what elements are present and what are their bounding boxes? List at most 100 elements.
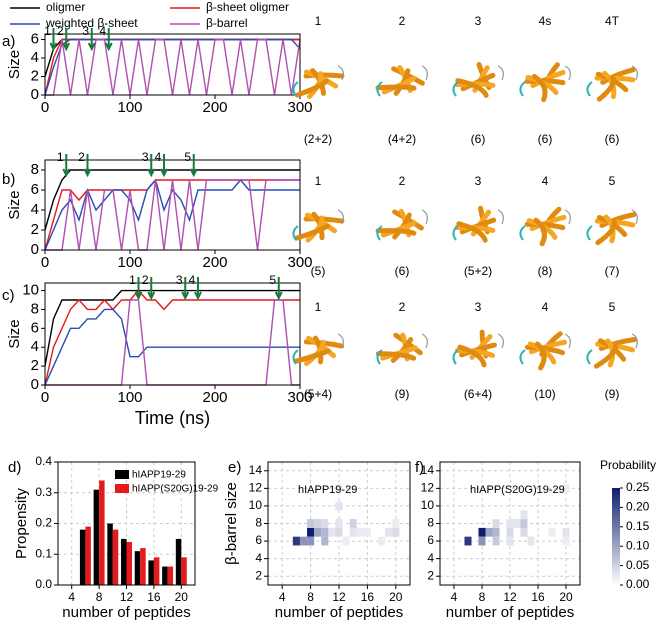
snapshot-composition: (10)	[534, 387, 555, 401]
structure-snapshot	[292, 65, 345, 99]
beta-strand	[375, 351, 417, 361]
x-tick-label: 300	[287, 99, 312, 116]
heat-cell	[527, 536, 535, 546]
loop	[337, 65, 344, 81]
x-tick-label: 100	[117, 254, 142, 271]
panel-label: f)	[415, 459, 424, 476]
bar	[140, 548, 146, 585]
loop	[376, 81, 383, 97]
beta-strand	[380, 220, 418, 238]
panel-label: d)	[8, 459, 21, 476]
legend-label: oligmer	[46, 0, 85, 14]
bar	[153, 557, 160, 585]
loop	[421, 333, 428, 349]
snapshot-label: 5	[609, 174, 616, 188]
x-tick-label: 200	[202, 254, 227, 271]
y-tick-label: 2	[427, 568, 434, 582]
panel-label: c)	[2, 287, 15, 304]
bar	[85, 526, 91, 585]
snapshot-composition: (6)	[538, 132, 553, 146]
heat-cell	[314, 527, 322, 537]
y-tick-label: 4	[255, 551, 262, 565]
event-label: 2	[57, 24, 64, 38]
structure-snapshot	[586, 333, 638, 369]
loop	[519, 225, 526, 241]
heat-cell	[292, 536, 300, 546]
snapshot-composition: (6+4)	[464, 387, 492, 401]
heat-cell	[349, 527, 357, 537]
colorbar-title: Probability	[600, 458, 656, 472]
structure-snapshot	[586, 65, 638, 102]
legend-swatch	[115, 484, 129, 493]
y-tick-label: 8	[31, 161, 39, 178]
event-label: 1	[57, 150, 64, 164]
heat-cell	[492, 536, 500, 546]
event-label: 5	[269, 273, 276, 287]
x-tick-label: 12	[503, 590, 517, 604]
legend-label: β-sheet oligmer	[206, 0, 289, 14]
heat-cell	[335, 519, 343, 528]
x-tick-label: 16	[147, 590, 161, 604]
legend-swatch	[115, 470, 129, 479]
heat-cell	[314, 519, 322, 528]
heat-cell	[335, 527, 343, 537]
loop	[586, 81, 593, 97]
event-label: 2	[142, 273, 149, 287]
bar	[79, 529, 86, 585]
snapshot-composition: (2+2)	[304, 132, 332, 146]
snapshot-label: 1	[315, 14, 322, 28]
heat-cell	[562, 536, 570, 546]
heat-cell	[392, 519, 400, 528]
structure-snapshot	[292, 209, 345, 243]
heat-cell	[321, 527, 329, 537]
event-arrow	[194, 277, 202, 301]
snapshot-label: 5	[609, 300, 616, 314]
structure-snapshot	[519, 331, 571, 371]
beta-strand	[294, 223, 330, 241]
snapshot-label: 3	[475, 174, 482, 188]
y-tick-label: 2	[255, 568, 262, 582]
x-tick-label: 4	[68, 590, 75, 604]
loop	[292, 81, 299, 97]
snapshot-label: 4s	[539, 14, 552, 28]
y-tick-label: 0.1	[35, 546, 52, 560]
event-label: 4	[155, 150, 162, 164]
x-tick-label: 100	[117, 99, 142, 116]
beta-strand	[531, 73, 548, 103]
x-tick-label: 300	[287, 254, 312, 271]
axes-frame	[44, 282, 301, 386]
y-axis-title: Size	[6, 50, 23, 79]
loop	[586, 349, 593, 365]
beta-strand	[524, 344, 566, 356]
x-tick-label: 20	[559, 590, 573, 604]
x-axis-title: number of peptides	[446, 604, 574, 621]
event-label: 1	[129, 273, 136, 287]
loop	[631, 209, 638, 225]
event-arrow	[83, 154, 92, 178]
beta-strand	[595, 218, 617, 246]
y-tick-label: 10	[22, 282, 39, 299]
snapshot-composition: (7)	[605, 264, 620, 278]
beta-strand	[528, 339, 568, 355]
beta-strand	[534, 341, 547, 371]
heat-cell	[520, 527, 528, 537]
loop	[631, 65, 638, 81]
bar	[181, 557, 187, 585]
heat-cell	[307, 536, 315, 546]
heat-cell	[506, 527, 514, 537]
legend-label: weighted β-sheet	[45, 16, 138, 30]
loop	[376, 349, 383, 365]
bar	[107, 523, 113, 585]
heat-cell	[562, 483, 570, 493]
y-tick-label: 6	[31, 181, 39, 198]
x-tick-label: 200	[202, 389, 227, 406]
event-arrow	[274, 277, 283, 301]
heat-cell	[342, 536, 350, 546]
heat-cell	[464, 536, 472, 546]
heat-cell	[485, 527, 493, 537]
heat-cell	[378, 536, 386, 546]
x-axis-title: number of peptides	[62, 604, 190, 621]
beta-strand	[524, 221, 566, 231]
heat-cell	[513, 519, 521, 528]
bar	[112, 529, 119, 585]
